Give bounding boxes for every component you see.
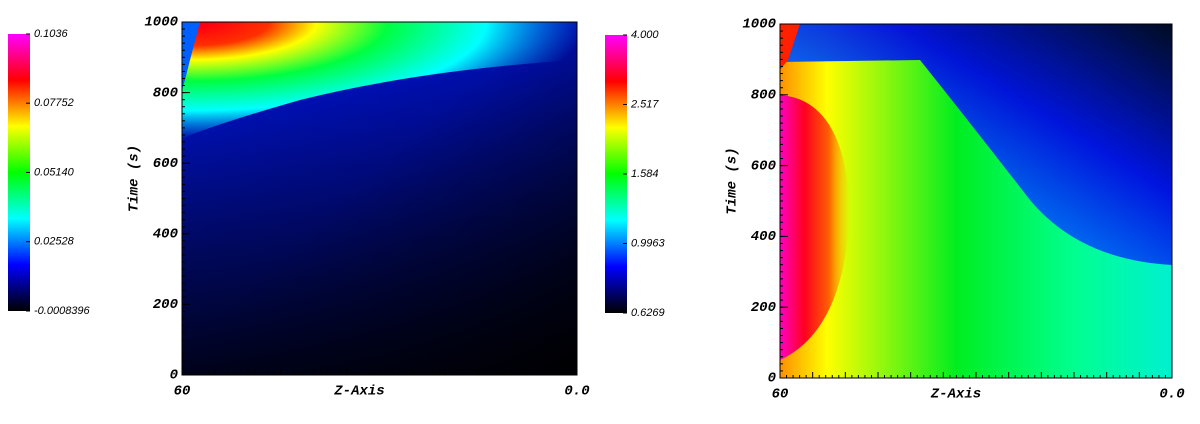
colorbar-tick-label: 4.000: [631, 29, 659, 41]
colorbar-tick-label: 2.517: [630, 98, 659, 110]
heatmap-image: [780, 24, 1172, 378]
colorbar-tick-label: 0.07752: [34, 97, 74, 109]
colorbar-tick-label: -0.0008396: [34, 305, 91, 317]
y-tick-label: 400: [153, 227, 178, 243]
x-tick-label: 0.0: [564, 384, 589, 400]
y-axis-label: Time (s): [127, 145, 143, 212]
x-tick-label: 60: [174, 384, 191, 400]
y-tick-label: 400: [751, 229, 776, 245]
colorbar-tick-label: 0.6269: [631, 307, 665, 319]
y-axis-label: Time (s): [725, 147, 741, 214]
y-tick-label: 800: [751, 88, 776, 104]
colorbar-tick-label: 0.9963: [631, 237, 666, 249]
y-tick-label: 800: [153, 85, 178, 101]
colorbar: [605, 35, 627, 313]
colorbar-tick-label: 1.584: [631, 168, 659, 180]
y-tick-label: 600: [751, 158, 776, 174]
y-tick-label: 1000: [144, 15, 178, 31]
y-tick-label: 0: [768, 371, 776, 387]
x-axis-label: Z-Axis: [930, 387, 981, 403]
x-axis-label: Z-Axis: [333, 384, 384, 400]
y-tick-label: 600: [153, 156, 178, 172]
y-tick-label: 1000: [742, 17, 776, 33]
y-tick-label: 200: [153, 297, 178, 313]
y-tick-label: 200: [751, 300, 776, 316]
colorbar: [8, 34, 30, 311]
heatmap-image: [182, 22, 577, 375]
y-tick-label: 0: [170, 368, 178, 384]
colorbar-tick-label: 0.02528: [34, 236, 75, 248]
colorbar-tick-label: 0.05140: [34, 166, 75, 178]
x-tick-label: 0.0: [1159, 387, 1184, 403]
colorbar-tick-label: 0.1036: [34, 28, 69, 40]
x-tick-label: 60: [772, 387, 789, 403]
